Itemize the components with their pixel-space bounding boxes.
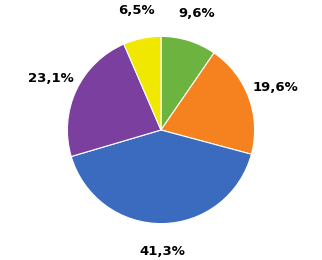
Text: 23,1%: 23,1% bbox=[28, 72, 74, 85]
Wedge shape bbox=[161, 36, 214, 130]
Text: 9,6%: 9,6% bbox=[179, 7, 215, 20]
Text: 41,3%: 41,3% bbox=[140, 245, 185, 258]
Text: 6,5%: 6,5% bbox=[118, 4, 155, 17]
Text: 19,6%: 19,6% bbox=[252, 81, 298, 94]
Wedge shape bbox=[71, 130, 251, 224]
Wedge shape bbox=[124, 36, 161, 130]
Wedge shape bbox=[161, 53, 255, 154]
Wedge shape bbox=[67, 44, 161, 157]
